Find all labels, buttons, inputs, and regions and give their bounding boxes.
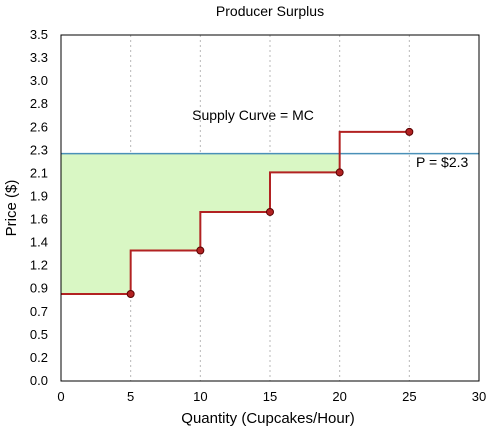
- supply-points: [126, 127, 414, 299]
- x-axis-title: Quantity (Cupcakes/Hour): [181, 410, 354, 427]
- y-tick-label: 0.2: [30, 350, 48, 365]
- y-tick-label: 2.8: [30, 96, 48, 111]
- x-tick-label: 25: [402, 389, 416, 404]
- y-axis-title: Price ($): [3, 180, 20, 237]
- supply-point: [335, 168, 344, 177]
- supply-curve-label: Supply Curve = MC: [192, 107, 314, 123]
- y-tick-label: 1.9: [30, 188, 48, 203]
- supply-curve-line: [61, 130, 410, 296]
- x-tick-label: 5: [127, 389, 134, 404]
- y-tick-label: 0.5: [30, 327, 48, 342]
- x-tick-label: 10: [193, 389, 207, 404]
- plot-frame: [60, 34, 480, 382]
- chart-title: Producer Surplus: [216, 3, 324, 19]
- y-tick-label: 0.7: [30, 304, 48, 319]
- y-tick-label: 0.9: [30, 281, 48, 296]
- x-tick-label: 20: [332, 389, 346, 404]
- y-tick-label: 3.5: [30, 27, 48, 42]
- price-label: P = $2.3: [416, 154, 469, 170]
- supply-point: [126, 290, 135, 299]
- y-tick-label: 3.3: [30, 50, 48, 65]
- y-tick-label: 1.2: [30, 258, 48, 273]
- supply-point: [196, 246, 205, 255]
- y-tick-label: 2.1: [30, 165, 48, 180]
- y-tick-label: 2.3: [30, 142, 48, 157]
- supply-point: [405, 127, 414, 136]
- y-tick-label: 1.4: [30, 235, 48, 250]
- y-tick-label: 0.0: [30, 373, 48, 388]
- x-tick-label: 0: [57, 389, 64, 404]
- y-tick-label: 3.0: [30, 73, 48, 88]
- y-tick-label: 1.6: [30, 212, 48, 227]
- x-axis-ticks: 0 5 10 15 20 25 30: [57, 389, 486, 404]
- y-axis-ticks: 0.0 0.2 0.5 0.7 0.9 1.2 1.4 1.6 1.9 2.1 2.3 2.6 2.8 3…: [30, 27, 48, 388]
- x-tick-label: 30: [472, 389, 486, 404]
- y-tick-label: 2.6: [30, 119, 48, 134]
- x-tick-label: 15: [263, 389, 277, 404]
- supply-point: [266, 207, 274, 216]
